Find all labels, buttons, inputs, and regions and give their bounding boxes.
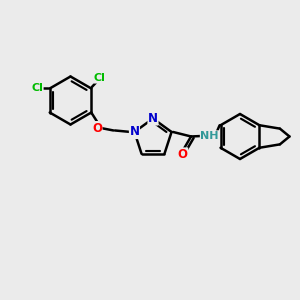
Text: Cl: Cl xyxy=(94,73,106,83)
Text: O: O xyxy=(92,122,102,135)
Text: NH: NH xyxy=(200,131,219,141)
Text: N: N xyxy=(148,112,158,125)
Text: N: N xyxy=(130,125,140,139)
Text: Cl: Cl xyxy=(31,83,43,94)
Text: O: O xyxy=(178,148,188,161)
